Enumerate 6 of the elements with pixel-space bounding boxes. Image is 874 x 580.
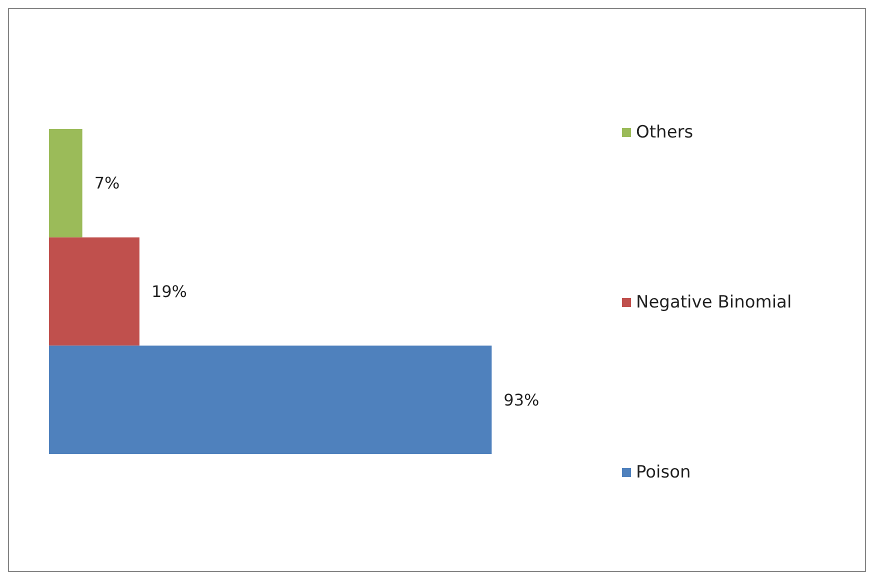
data-label: 19% (151, 282, 188, 301)
data-label: 93% (504, 390, 540, 410)
legend-label: Poison (636, 462, 691, 482)
legend-label: Negative Binomial (636, 292, 792, 312)
legend-label: Others (636, 122, 694, 142)
data-label: 7% (94, 174, 120, 193)
